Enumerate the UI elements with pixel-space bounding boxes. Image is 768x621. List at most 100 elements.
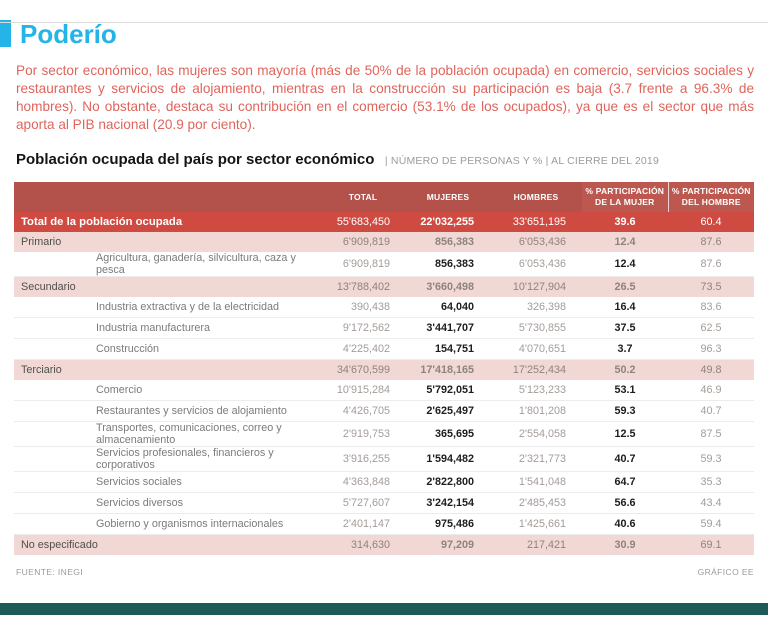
value-cell: 1'801,208 (490, 400, 582, 423)
value-cell: 2'485,453 (490, 492, 582, 515)
value-cell: 13'788,402 (320, 276, 406, 298)
value-cell: 6'053,436 (490, 252, 582, 278)
sector-label: Construcción (14, 338, 320, 361)
sector-label: Agricultura, ganadería, silvicultura, ca… (14, 252, 320, 278)
sector-label: Industria extractiva y de la electricida… (14, 297, 320, 319)
value-cell: 856,383 (406, 252, 490, 278)
column-header: % PARTICIPACIÓN DE LA MUJER (582, 182, 668, 213)
table-title: Población ocupada del país por sector ec… (16, 151, 375, 169)
value-cell: 975,486 (406, 513, 490, 536)
value-cell: 35.3 (668, 471, 754, 494)
value-cell: 30.9 (582, 534, 668, 556)
value-cell: 97,209 (406, 534, 490, 556)
value-cell: 4'225,402 (320, 338, 406, 361)
table-row: Restaurantes y servicios de alojamiento 4… (14, 400, 754, 423)
value-cell: 83.6 (668, 297, 754, 319)
sector-label: Servicios profesionales, financieros y c… (14, 446, 320, 473)
value-cell: 22'032,255 (406, 212, 490, 233)
value-cell: 64.7 (582, 471, 668, 494)
value-cell: 16.4 (582, 297, 668, 319)
value-cell: 26.5 (582, 276, 668, 298)
value-cell: 5'792,051 (406, 380, 490, 402)
value-cell: 17'252,434 (490, 359, 582, 381)
column-header (14, 182, 320, 213)
value-cell: 4'426,705 (320, 400, 406, 423)
value-cell: 3.7 (582, 338, 668, 361)
table-subtitle: | NÚMERO DE PERSONAS Y % | AL CIERRE DEL… (384, 155, 660, 168)
intro-paragraph: Por sector económico, las mujeres son ma… (16, 63, 754, 133)
sector-label: Total de la población ocupada (14, 212, 320, 233)
value-cell: 217,421 (490, 534, 582, 556)
sector-label: No especificado (14, 534, 320, 556)
sector-label: Primario (14, 232, 320, 253)
value-cell: 37.5 (582, 317, 668, 340)
value-cell: 6'053,436 (490, 232, 582, 253)
value-cell: 6'909,819 (320, 232, 406, 253)
masthead: Poderío (0, 20, 768, 47)
table-body: Total de la población ocupada 55'683,450 2… (14, 212, 754, 556)
table-row: Servicios sociales 4'363,848 2'822,800 1'54… (14, 471, 754, 494)
sector-label: Comercio (14, 380, 320, 402)
value-cell: 3'916,255 (320, 446, 406, 473)
value-cell: 56.6 (582, 492, 668, 515)
table-row: Construcción 4'225,402 154,751 4'070,651 3.7… (14, 338, 754, 361)
sector-label: Terciario (14, 359, 320, 381)
table-row: Industria manufacturera 9'172,562 3'441,70… (14, 317, 754, 340)
table-header: TOTAL MUJERES HOMBRES% PARTICIPACIÓN DE LA… (14, 182, 754, 213)
value-cell: 1'541,048 (490, 471, 582, 494)
value-cell: 2'401,147 (320, 513, 406, 536)
value-cell: 12.4 (582, 252, 668, 278)
value-cell: 10'127,904 (490, 276, 582, 298)
table-row: Total de la población ocupada 55'683,450 2… (14, 212, 754, 233)
table-row: Primario 6'909,819 856,383 6'053,436 12.4 87.… (14, 232, 754, 253)
top-divider (0, 22, 768, 23)
value-cell: 87.5 (668, 421, 754, 448)
value-cell: 34'670,599 (320, 359, 406, 381)
value-cell: 12.4 (582, 232, 668, 253)
value-cell: 59.4 (668, 513, 754, 536)
value-cell: 39.6 (582, 212, 668, 233)
column-header: MUJERES (406, 182, 490, 213)
table-footer: FUENTE: INEGI GRÁFICO EE (16, 567, 754, 577)
value-cell: 3'441,707 (406, 317, 490, 340)
value-cell: 2'919,753 (320, 421, 406, 448)
value-cell: 73.5 (668, 276, 754, 298)
value-cell: 49.8 (668, 359, 754, 381)
value-cell: 40.7 (668, 400, 754, 423)
sector-label: Servicios diversos (14, 492, 320, 515)
value-cell: 365,695 (406, 421, 490, 448)
brand-accent-square (0, 20, 11, 47)
credit-note: GRÁFICO EE (697, 567, 754, 578)
table-heading: Población ocupada del país por sector ec… (16, 151, 754, 169)
value-cell: 5'727,607 (320, 492, 406, 515)
value-cell: 17'418,165 (406, 359, 490, 381)
value-cell: 9'172,562 (320, 317, 406, 340)
value-cell: 69.1 (668, 534, 754, 556)
value-cell: 3'660,498 (406, 276, 490, 298)
value-cell: 5'730,855 (490, 317, 582, 340)
value-cell: 62.5 (668, 317, 754, 340)
value-cell: 96.3 (668, 338, 754, 361)
table-row: Secundario 13'788,402 3'660,498 10'127,904 2… (14, 276, 754, 298)
value-cell: 59.3 (582, 400, 668, 423)
value-cell: 314,630 (320, 534, 406, 556)
table-row: Gobierno y organismos internacionales 2'4… (14, 513, 754, 536)
column-header: TOTAL (320, 182, 406, 213)
column-header: % PARTICIPACIÓN DEL HOMBRE (667, 182, 754, 213)
value-cell: 2'822,800 (406, 471, 490, 494)
value-cell: 3'242,154 (406, 492, 490, 515)
value-cell: 326,398 (490, 297, 582, 319)
value-cell: 53.1 (582, 380, 668, 402)
source-note: FUENTE: INEGI (16, 567, 84, 578)
value-cell: 4'070,651 (490, 338, 582, 361)
table-row: No especificado 314,630 97,209 217,421 30.9 6… (14, 534, 754, 556)
value-cell: 1'594,482 (406, 446, 490, 473)
value-cell: 856,383 (406, 232, 490, 253)
column-header: HOMBRES (490, 182, 582, 213)
value-cell: 60.4 (668, 212, 754, 233)
table-row: Servicios diversos 5'727,607 3'242,154 2'48… (14, 492, 754, 515)
sector-label: Gobierno y organismos internacionales (14, 513, 320, 536)
page-title: Poderío (20, 18, 117, 49)
value-cell: 2'554,058 (490, 421, 582, 448)
value-cell: 1'425,661 (490, 513, 582, 536)
